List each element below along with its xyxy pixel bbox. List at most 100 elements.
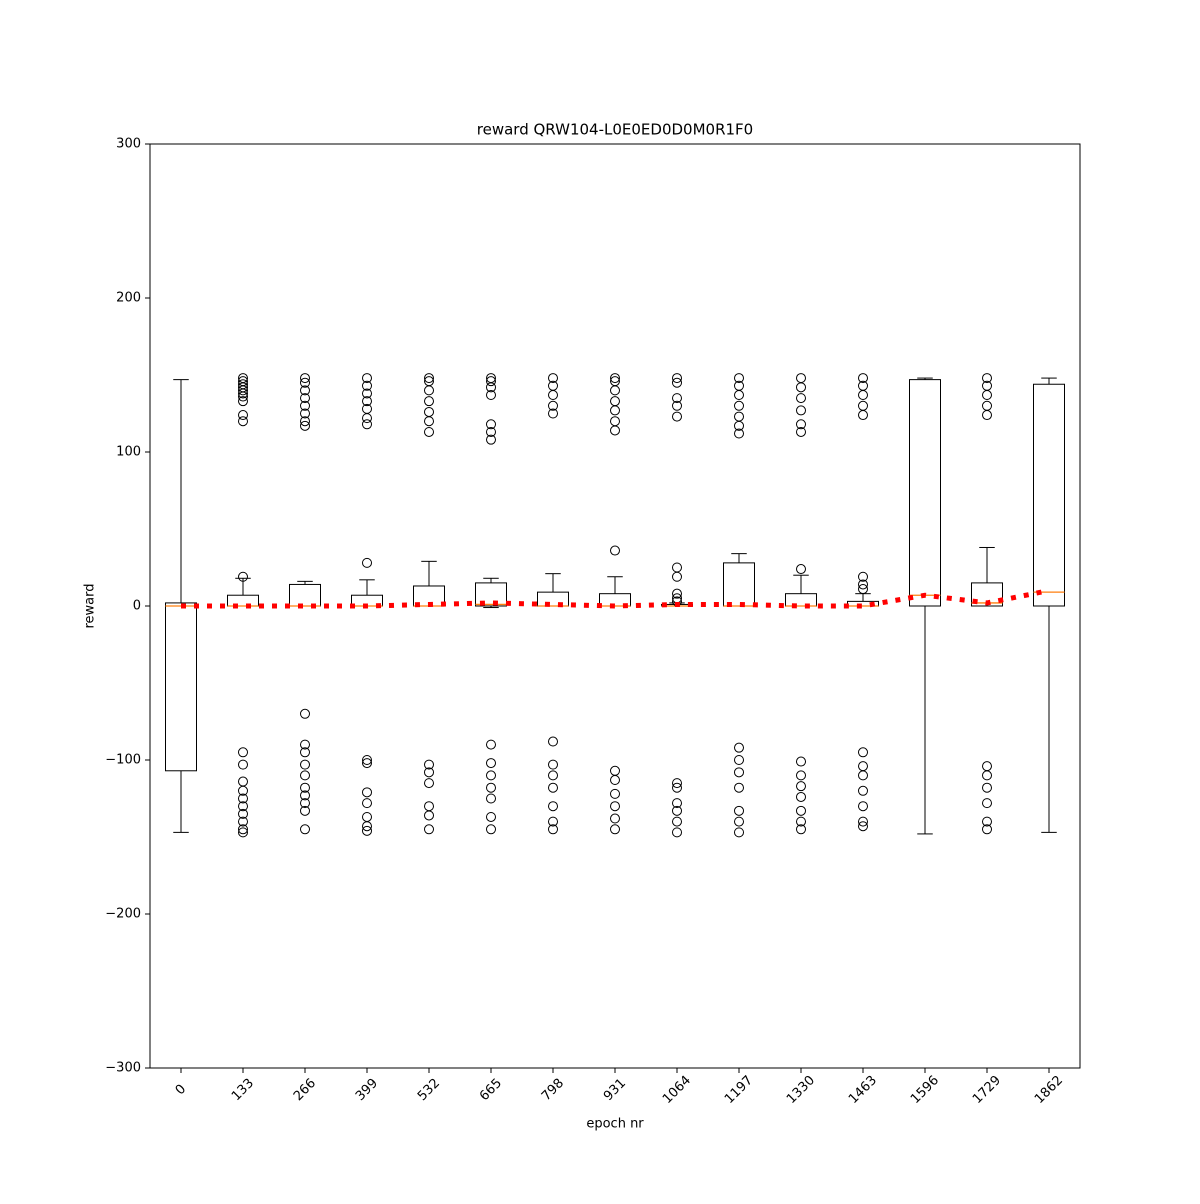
outlier — [486, 419, 496, 430]
y-tick-label: 100 — [116, 445, 141, 460]
outlier — [362, 825, 372, 836]
outlier — [238, 396, 248, 407]
outlier — [238, 827, 248, 838]
outlier — [796, 781, 806, 792]
outlier — [362, 821, 372, 832]
outlier — [796, 824, 806, 835]
outlier — [238, 785, 248, 796]
outlier — [858, 400, 868, 411]
outlier — [672, 805, 682, 816]
outlier — [796, 393, 806, 404]
outlier — [486, 793, 496, 804]
outlier — [734, 782, 744, 793]
outlier — [486, 426, 496, 437]
outlier — [858, 770, 868, 781]
outlier — [610, 416, 620, 427]
outlier — [238, 808, 248, 819]
outlier — [734, 428, 744, 439]
outlier — [610, 813, 620, 824]
outlier — [672, 373, 682, 384]
outlier — [672, 562, 682, 573]
outlier — [982, 400, 992, 411]
outlier — [672, 827, 682, 838]
outlier — [424, 396, 434, 407]
outlier — [796, 805, 806, 816]
outlier — [610, 824, 620, 835]
outlier — [238, 410, 248, 421]
outlier — [300, 770, 310, 781]
outlier — [300, 790, 310, 801]
outlier — [672, 798, 682, 809]
y-tick-label: 300 — [116, 137, 141, 152]
outlier — [362, 373, 372, 384]
outlier — [548, 816, 558, 827]
outlier — [672, 816, 682, 827]
outlier — [486, 824, 496, 835]
outlier — [486, 782, 496, 793]
outlier — [548, 380, 558, 391]
outlier — [486, 770, 496, 781]
outlier — [548, 782, 558, 793]
outlier — [486, 376, 496, 387]
outlier — [424, 778, 434, 789]
outlier — [672, 778, 682, 789]
outlier — [300, 798, 310, 809]
outlier — [300, 739, 310, 750]
outlier — [548, 400, 558, 411]
box — [909, 379, 941, 607]
outlier — [300, 759, 310, 770]
outlier — [548, 824, 558, 835]
outlier — [858, 816, 868, 827]
outlier — [858, 747, 868, 758]
outlier — [610, 396, 620, 407]
outlier — [858, 373, 868, 384]
outlier — [238, 571, 248, 582]
outlier — [548, 736, 558, 747]
y-tick-label: −300 — [105, 1061, 141, 1076]
outlier — [858, 584, 868, 595]
outlier — [424, 824, 434, 835]
outlier — [734, 827, 744, 838]
x-axis-label: epoch nr — [586, 1117, 644, 1132]
outlier — [734, 373, 744, 384]
outlier — [362, 388, 372, 399]
y-tick-label: −100 — [105, 753, 141, 768]
outlier — [548, 770, 558, 781]
outlier — [238, 416, 248, 427]
outlier — [362, 758, 372, 769]
chart-title: reward QRW104-L0E0ED0D0M0R1F0 — [477, 121, 753, 139]
outlier — [734, 767, 744, 778]
outlier — [362, 380, 372, 391]
plot-frame — [149, 143, 1081, 1069]
outlier — [858, 821, 868, 832]
box — [1033, 383, 1065, 607]
outlier — [858, 801, 868, 812]
outlier — [424, 376, 434, 387]
outlier — [610, 376, 620, 387]
outlier — [238, 793, 248, 804]
outlier — [238, 801, 248, 812]
outlier — [548, 408, 558, 419]
outlier — [796, 373, 806, 384]
outlier — [610, 788, 620, 799]
outlier — [610, 373, 620, 384]
outlier — [424, 373, 434, 384]
outlier — [734, 816, 744, 827]
outlier — [548, 373, 558, 384]
outlier — [362, 403, 372, 414]
outlier — [238, 373, 248, 384]
outlier — [486, 373, 496, 384]
outlier — [734, 411, 744, 422]
outlier — [424, 759, 434, 770]
outlier — [300, 393, 310, 404]
outlier — [672, 377, 682, 388]
outlier — [238, 816, 248, 827]
outlier — [424, 767, 434, 778]
outlier — [362, 755, 372, 765]
outlier — [238, 376, 248, 387]
outlier — [982, 380, 992, 391]
outlier — [982, 824, 992, 835]
outlier — [300, 782, 310, 793]
outlier — [486, 390, 496, 401]
outlier — [672, 782, 682, 793]
